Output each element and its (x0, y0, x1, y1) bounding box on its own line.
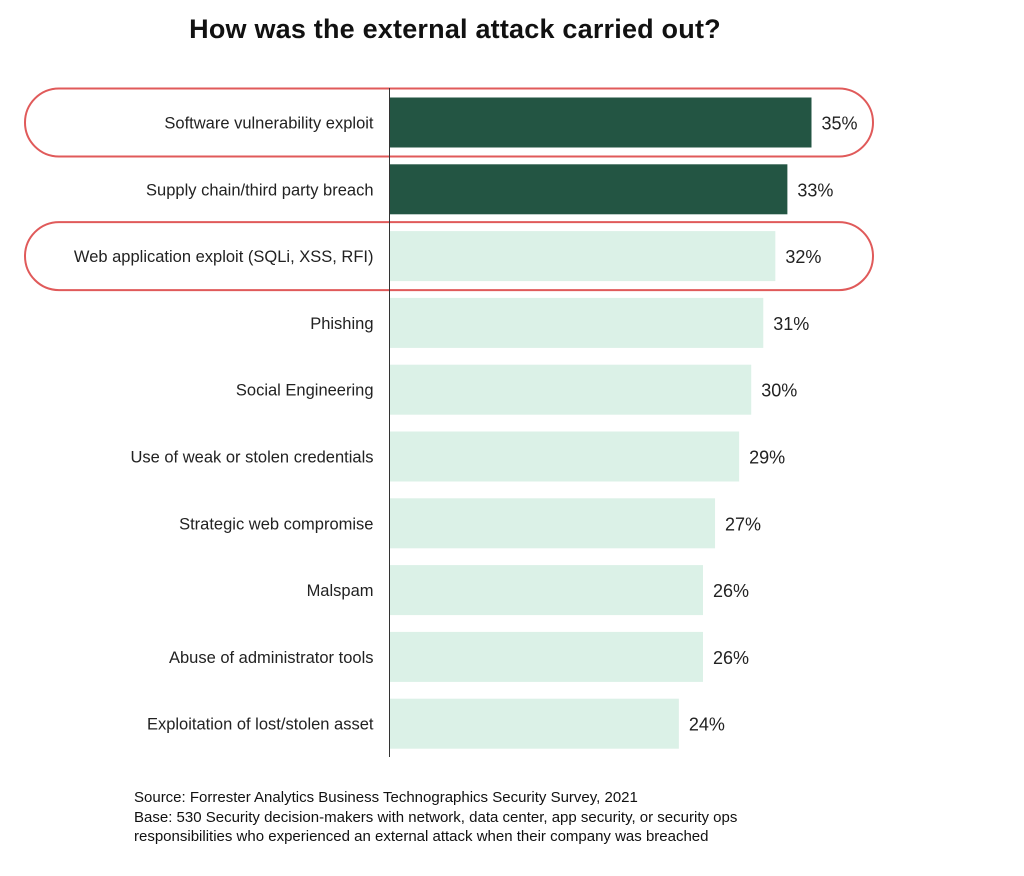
category-label-phishing: Phishing (310, 315, 373, 333)
bar-software-vulnerability-exploit (389, 97, 812, 148)
value-labels: 35% 33% 32% 31% 30% 29% 27% 26% 26% 24% (689, 114, 858, 735)
category-label-use-of-weak-or-stolen-credentials: Use of weak or stolen credentials (130, 449, 373, 467)
bar-phishing (389, 297, 764, 348)
bar-social-engineering (389, 364, 752, 415)
highlight-outlines (24, 87, 874, 292)
value-label-web-application-exploit-sqli-xss-rfi: 32% (785, 247, 821, 267)
base-note-line-1: Base: 530 Security decision-makers with … (134, 808, 738, 826)
category-label-abuse-of-administrator-tools: Abuse of administrator tools (169, 649, 374, 667)
bar-group (389, 97, 812, 749)
highlight-outline-software-vulnerability-exploit (24, 87, 874, 158)
value-label-software-vulnerability-exploit: 35% (822, 114, 858, 134)
value-label-use-of-weak-or-stolen-credentials: 29% (749, 448, 785, 468)
category-label-software-vulnerability-exploit: Software vulnerability exploit (164, 115, 374, 133)
value-label-supply-chain-third-party-breach: 33% (797, 180, 833, 200)
bar-use-of-weak-or-stolen-credentials (389, 431, 740, 482)
bar-exploitation-of-lost-stolen-asset (389, 698, 679, 749)
category-label-exploitation-of-lost-stolen-asset: Exploitation of lost/stolen asset (147, 716, 374, 734)
bar-web-application-exploit-sqli-xss-rfi (389, 231, 776, 282)
bar-malspam (389, 565, 703, 616)
bar-abuse-of-administrator-tools (389, 631, 703, 682)
value-label-malspam: 26% (713, 581, 749, 601)
category-labels: Software vulnerability exploit Supply cha… (74, 115, 374, 734)
bar-supply-chain-third-party-breach (389, 164, 788, 215)
category-label-supply-chain-third-party-breach: Supply chain/third party breach (146, 181, 373, 199)
bar-chart: Software vulnerability exploit Supply cha… (24, 87, 874, 757)
highlight-outline-web-application-exploit-sqli-xss-rfi (24, 221, 874, 292)
category-label-web-application-exploit-sqli-xss-rfi: Web application exploit (SQLi, XSS, RFI) (74, 248, 374, 266)
category-label-strategic-web-compromise: Strategic web compromise (179, 515, 373, 533)
category-label-social-engineering: Social Engineering (236, 382, 374, 400)
source-note: Source: Forrester Analytics Business Tec… (134, 789, 638, 806)
value-label-exploitation-of-lost-stolen-asset: 24% (689, 715, 725, 735)
value-label-abuse-of-administrator-tools: 26% (713, 648, 749, 668)
category-label-malspam: Malspam (307, 582, 374, 600)
value-label-phishing: 31% (773, 314, 809, 334)
footnote: Source: Forrester Analytics Business Tec… (134, 788, 894, 847)
chart-title: How was the external attack carried out? (189, 14, 721, 44)
value-label-strategic-web-compromise: 27% (725, 514, 761, 534)
bar-strategic-web-compromise (389, 498, 716, 549)
base-note-line-2: responsibilities who experienced an exte… (134, 828, 709, 845)
value-label-social-engineering: 30% (761, 381, 797, 401)
